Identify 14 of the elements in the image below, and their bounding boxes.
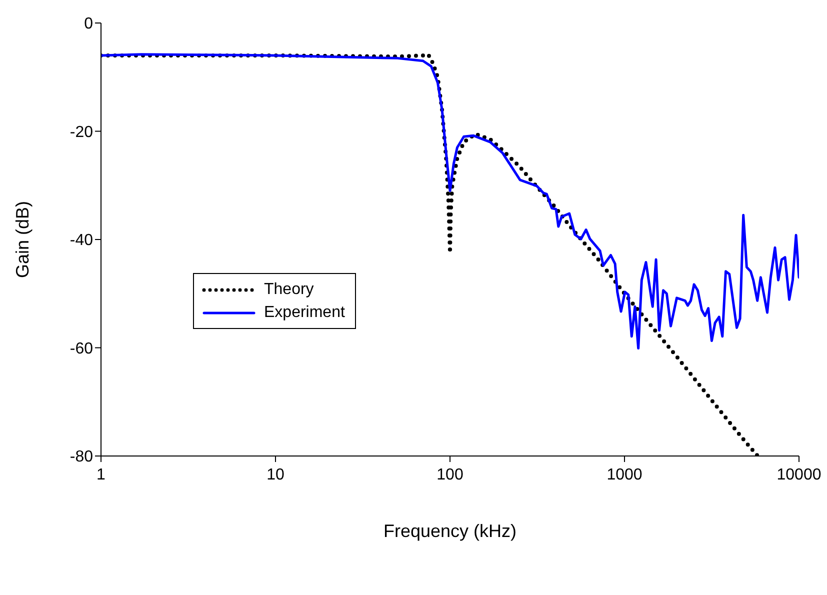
y-tick-label: -80 bbox=[70, 448, 94, 466]
y-tick-label: -40 bbox=[70, 232, 94, 250]
legend-label: Theory bbox=[264, 280, 314, 298]
y-tick-label: -60 bbox=[70, 340, 94, 358]
x-tick-label: 100 bbox=[436, 466, 464, 484]
x-axis-title: Frequency (kHz) bbox=[383, 521, 517, 541]
x-tick-label: 10 bbox=[266, 466, 284, 484]
x-tick-label: 1000 bbox=[606, 466, 642, 484]
legend-label: Experiment bbox=[264, 304, 345, 322]
x-tick-label: 1 bbox=[96, 466, 106, 484]
y-axis-title: Gain (dB) bbox=[12, 200, 32, 278]
y-tick-label: 0 bbox=[84, 16, 94, 33]
x-tick-label: 10000 bbox=[776, 466, 822, 484]
y-tick-label: -20 bbox=[70, 124, 94, 141]
